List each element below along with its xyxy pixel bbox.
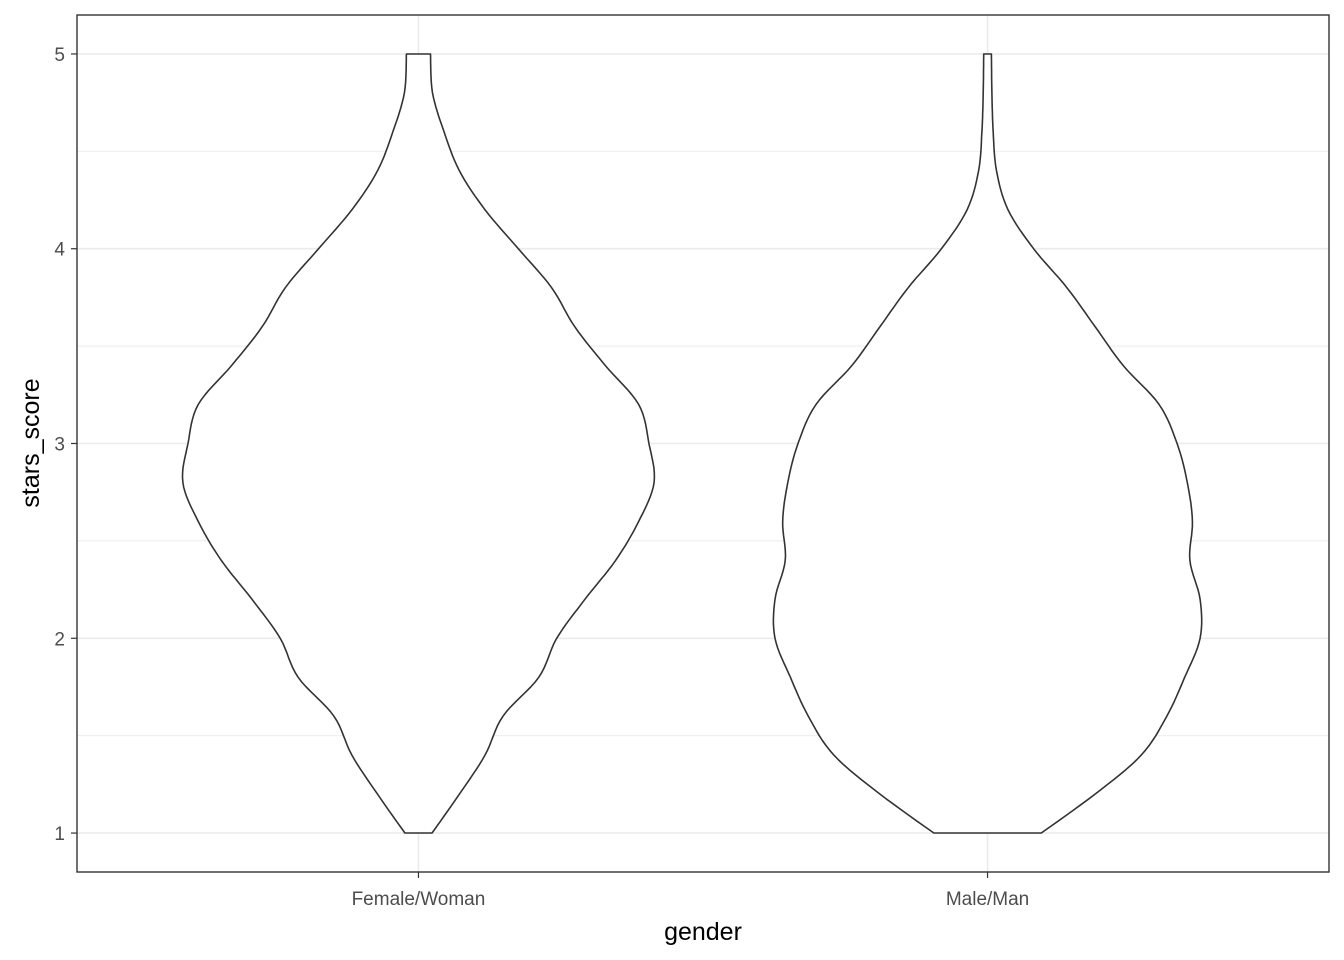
y-tick-label: 5 bbox=[54, 45, 65, 66]
y-axis: 1 2 3 4 5 bbox=[54, 45, 77, 845]
violins bbox=[181, 53, 1203, 834]
x-axis-title: gender bbox=[664, 918, 742, 946]
y-tick-label: 1 bbox=[54, 824, 65, 845]
y-tick-label: 3 bbox=[54, 435, 65, 456]
x-axis: Female/Woman Male/Man bbox=[352, 872, 1029, 910]
y-axis-title: stars_score bbox=[17, 378, 45, 507]
x-tick-label: Female/Woman bbox=[352, 889, 486, 910]
violin-shape bbox=[181, 53, 656, 834]
y-tick-label: 2 bbox=[54, 629, 65, 650]
violin-shape bbox=[772, 53, 1203, 834]
y-tick-label: 4 bbox=[54, 240, 65, 261]
x-tick-label: Male/Man bbox=[946, 889, 1029, 910]
